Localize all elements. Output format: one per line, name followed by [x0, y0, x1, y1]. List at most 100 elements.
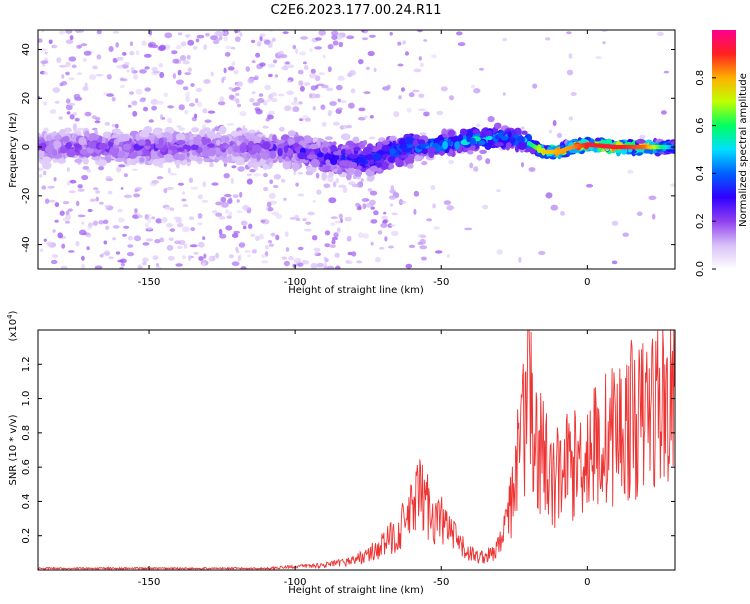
spectrogram-cell [218, 101, 226, 106]
spectrogram-cell [231, 261, 240, 267]
spectrogram-cell [195, 88, 202, 92]
spectrogram-cell [466, 135, 471, 143]
spectrogram-cell [388, 163, 395, 170]
spectrogram-cell [141, 40, 147, 46]
spectrogram-cell [408, 92, 415, 98]
spectrogram-cell [479, 149, 487, 154]
spectrogram-cell [404, 136, 414, 145]
spectrogram-cell [348, 161, 354, 169]
spectrogram-cell [87, 133, 98, 142]
spectrogram-cell [146, 226, 153, 231]
spectrogram-cell [314, 251, 318, 255]
spectrogram-cell [239, 144, 246, 153]
spectrogram-cell [230, 178, 234, 185]
spectrogram-cell [203, 253, 207, 259]
spectrogram-cell [335, 265, 341, 269]
spectrogram-cell [346, 260, 353, 265]
spectrogram-cell [126, 158, 133, 165]
spectrogram-cell [85, 232, 92, 238]
snr-series-line [38, 330, 675, 570]
spectrogram-cell [93, 220, 98, 226]
spectrogram-cell [81, 174, 89, 181]
spectrogram-cell [74, 117, 80, 122]
spectrogram-cell [611, 220, 619, 226]
spectrogram-cell [234, 30, 238, 34]
spectrogram-cell [369, 190, 378, 196]
spectrogram-cell [433, 226, 440, 230]
spectrogram-cell [46, 241, 53, 246]
spectrogram-cell [103, 240, 108, 245]
spectrogram-cell [443, 200, 452, 206]
spectrogram-cell [188, 216, 195, 220]
spectrogram-xlabel: Height of straight line (km) [288, 285, 424, 296]
spectrogram-cell [77, 188, 85, 192]
spectrogram-cell [358, 59, 364, 65]
spectrogram-cell [137, 139, 146, 146]
spectrogram-cell [502, 37, 508, 42]
spectrogram-cell [68, 190, 76, 194]
spectrogram-cell [45, 145, 55, 154]
spectrogram-cell [133, 193, 141, 198]
y-tick-label: 1.0 [21, 391, 32, 407]
spectrogram-cell [368, 34, 376, 38]
spectrogram-cell [283, 197, 287, 201]
spectrogram-cell [357, 116, 366, 121]
spectrogram-cell [295, 217, 301, 222]
spectrogram-cell [423, 111, 430, 117]
spectrogram-cell [475, 123, 481, 128]
spectrogram-cell [68, 250, 75, 253]
spectrogram-cell [316, 152, 324, 158]
spectrogram-cell [215, 37, 221, 42]
spectrogram-cell [61, 135, 70, 143]
spectrogram-cell [202, 108, 208, 114]
spectrogram-cell [324, 243, 331, 248]
spectrogram-cell [139, 98, 146, 103]
spectrogram-cell [487, 138, 494, 146]
spectrogram-cell [248, 223, 253, 230]
spectrogram-cell [253, 173, 261, 177]
spectrogram-cell [91, 115, 97, 120]
spectrogram-cell [456, 31, 463, 36]
spectrogram-cell [265, 245, 269, 250]
spectrogram-cell [363, 146, 373, 155]
spectrogram-cell [172, 58, 179, 64]
spectrogram-cell [84, 111, 92, 117]
spectrogram-cell [281, 178, 286, 183]
spectrogram-cell [82, 58, 87, 62]
spectrogram-cell [388, 195, 394, 199]
spectrogram-cell [59, 146, 68, 154]
spectrogram-cell [74, 158, 83, 164]
spectrogram-cell [284, 231, 289, 238]
spectrogram-cell [306, 154, 317, 160]
spectrogram-cell [218, 217, 226, 220]
spectrogram-cell [66, 167, 70, 172]
spectrogram-cell [167, 117, 173, 124]
spectrogram-cell [233, 69, 239, 75]
spectrogram-cell [58, 116, 63, 120]
spectrogram-cell [223, 67, 227, 74]
spectrogram-cell [390, 224, 397, 227]
spectrogram-cell [111, 123, 116, 128]
spectrogram-cell [209, 162, 214, 168]
spectrogram-cell [362, 203, 367, 210]
spectrogram-cell [160, 217, 168, 224]
spectrogram-cell [365, 66, 370, 71]
spectrogram-cell [335, 34, 343, 40]
spectrogram-cell [234, 36, 241, 42]
spectrogram-cell [266, 201, 272, 208]
spectrogram-cell [168, 145, 179, 151]
spectrogram-cell [402, 145, 407, 153]
spectrogram-cell [299, 85, 305, 92]
y-tick-label: 0 [21, 144, 32, 150]
spectrogram-cell [242, 225, 247, 230]
spectrogram-cell [77, 184, 83, 189]
spectrogram-cell [239, 111, 247, 117]
spectrogram-cell [314, 46, 322, 50]
spectrogram-cell [331, 239, 336, 245]
spectrogram-cell [269, 192, 276, 199]
spectrogram-cell [226, 122, 235, 126]
spectrogram-cell [163, 153, 173, 159]
spectrogram-cell [286, 80, 292, 83]
spectrogram-cell [262, 125, 269, 129]
spectrogram-cell [158, 63, 164, 68]
